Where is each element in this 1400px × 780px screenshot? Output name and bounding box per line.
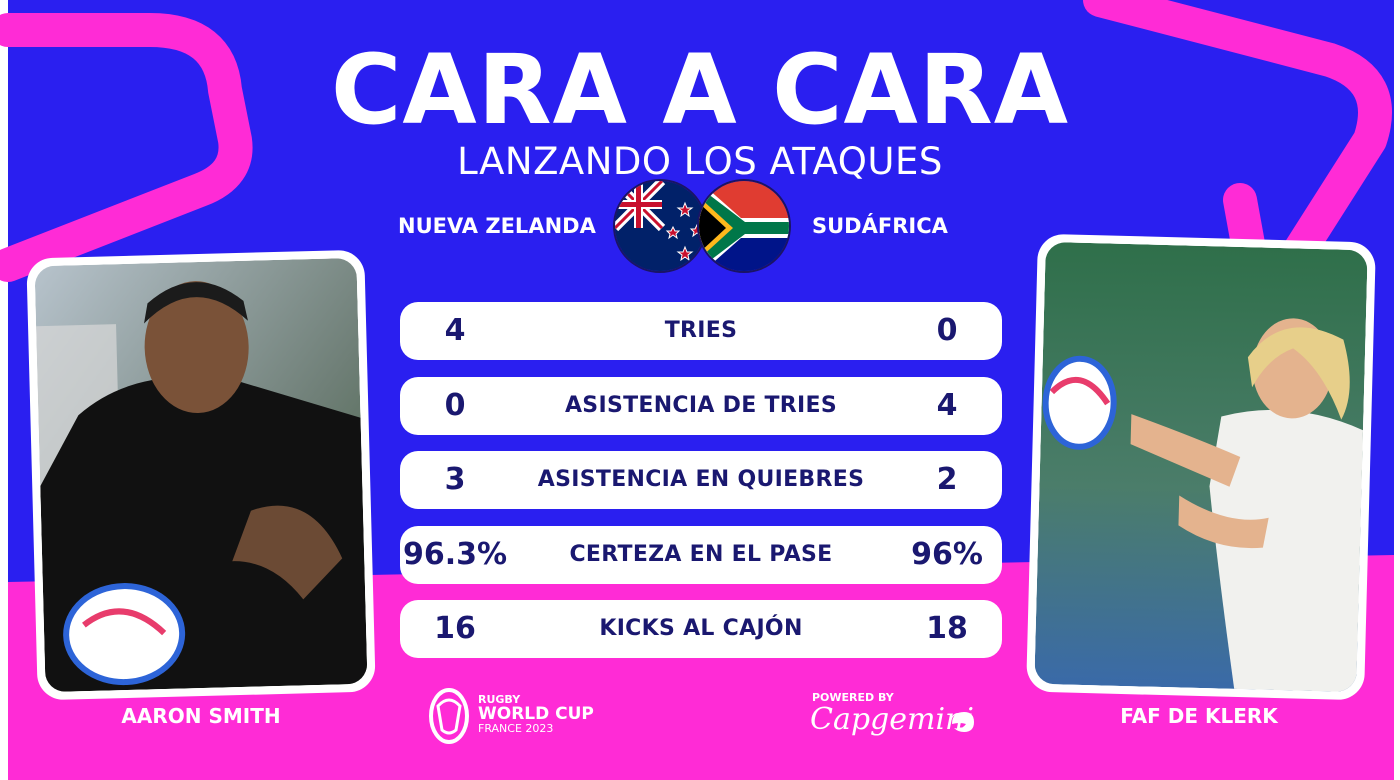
south-africa-flag-icon	[697, 179, 791, 273]
stat-row-pass-accuracy: 96.3% CERTEZA EN EL PASE 96%	[400, 525, 1002, 584]
team-name-left: NUEVA ZELANDA	[398, 214, 596, 238]
stat-row-try-assists: 0 ASISTENCIA DE TRIES 4	[400, 376, 1002, 435]
player-name-left: AARON SMITH	[121, 704, 281, 728]
stat-row-tries: 4 TRIES 0	[400, 302, 1002, 360]
powered-by-label: POWERED BY	[812, 691, 894, 704]
stat-value-right: 0	[936, 313, 958, 348]
new-zealand-flag-icon	[613, 179, 707, 273]
stat-label: ASISTENCIA DE TRIES	[564, 392, 838, 418]
player-photo-left	[26, 249, 376, 701]
team-name-right: SUDÁFRICA	[812, 214, 948, 238]
stat-value-left: 96.3%	[402, 536, 508, 572]
page-subtitle: LANZANDO LOS ATAQUES	[457, 140, 943, 183]
rugby-world-cup-logo: RUGBY WORLD CUP FRANCE 2023	[426, 686, 596, 746]
sponsor-logo-text: Capgemini	[810, 702, 974, 737]
stat-row-break-assists: 3 ASISTENCIA EN QUIEBRES 2	[400, 451, 1002, 509]
stat-value-right: 4	[936, 387, 958, 423]
rwc-trophy-icon	[429, 688, 469, 744]
stat-value-right: 2	[936, 462, 958, 497]
rwc-text-line3: FRANCE 2023	[478, 722, 554, 736]
player-photo-right	[1026, 233, 1376, 701]
player-photo-left-image	[34, 257, 368, 693]
player-photo-right-image	[1034, 241, 1368, 693]
stat-value-left: 0	[444, 387, 466, 423]
stat-label: ASISTENCIA EN QUIEBRES	[537, 467, 865, 492]
capgemini-spade-icon	[952, 712, 974, 732]
stat-value-left: 4	[444, 313, 466, 348]
stat-row-box-kicks: 16 KICKS AL CAJÓN 18	[400, 600, 1002, 658]
stats-table: 4 TRIES 0 0 ASISTENCIA DE TRIES 4 3 ASIS…	[400, 302, 1002, 675]
stat-label: KICKS AL CAJÓN	[599, 616, 803, 641]
rwc-text-line2: WORLD CUP	[478, 703, 594, 724]
stat-value-left: 16	[434, 611, 476, 646]
player-name-right: FAF DE KLERK	[1120, 704, 1278, 728]
stat-value-right: 96%	[911, 536, 983, 572]
stat-value-right: 18	[926, 611, 968, 646]
stat-value-left: 3	[444, 462, 466, 497]
stat-label: TRIES	[664, 318, 738, 343]
rwc-text-line1: RUGBY	[478, 693, 521, 706]
stat-label: CERTEZA EN EL PASE	[569, 541, 833, 567]
page-title: CARA A CARA	[330, 34, 1070, 146]
